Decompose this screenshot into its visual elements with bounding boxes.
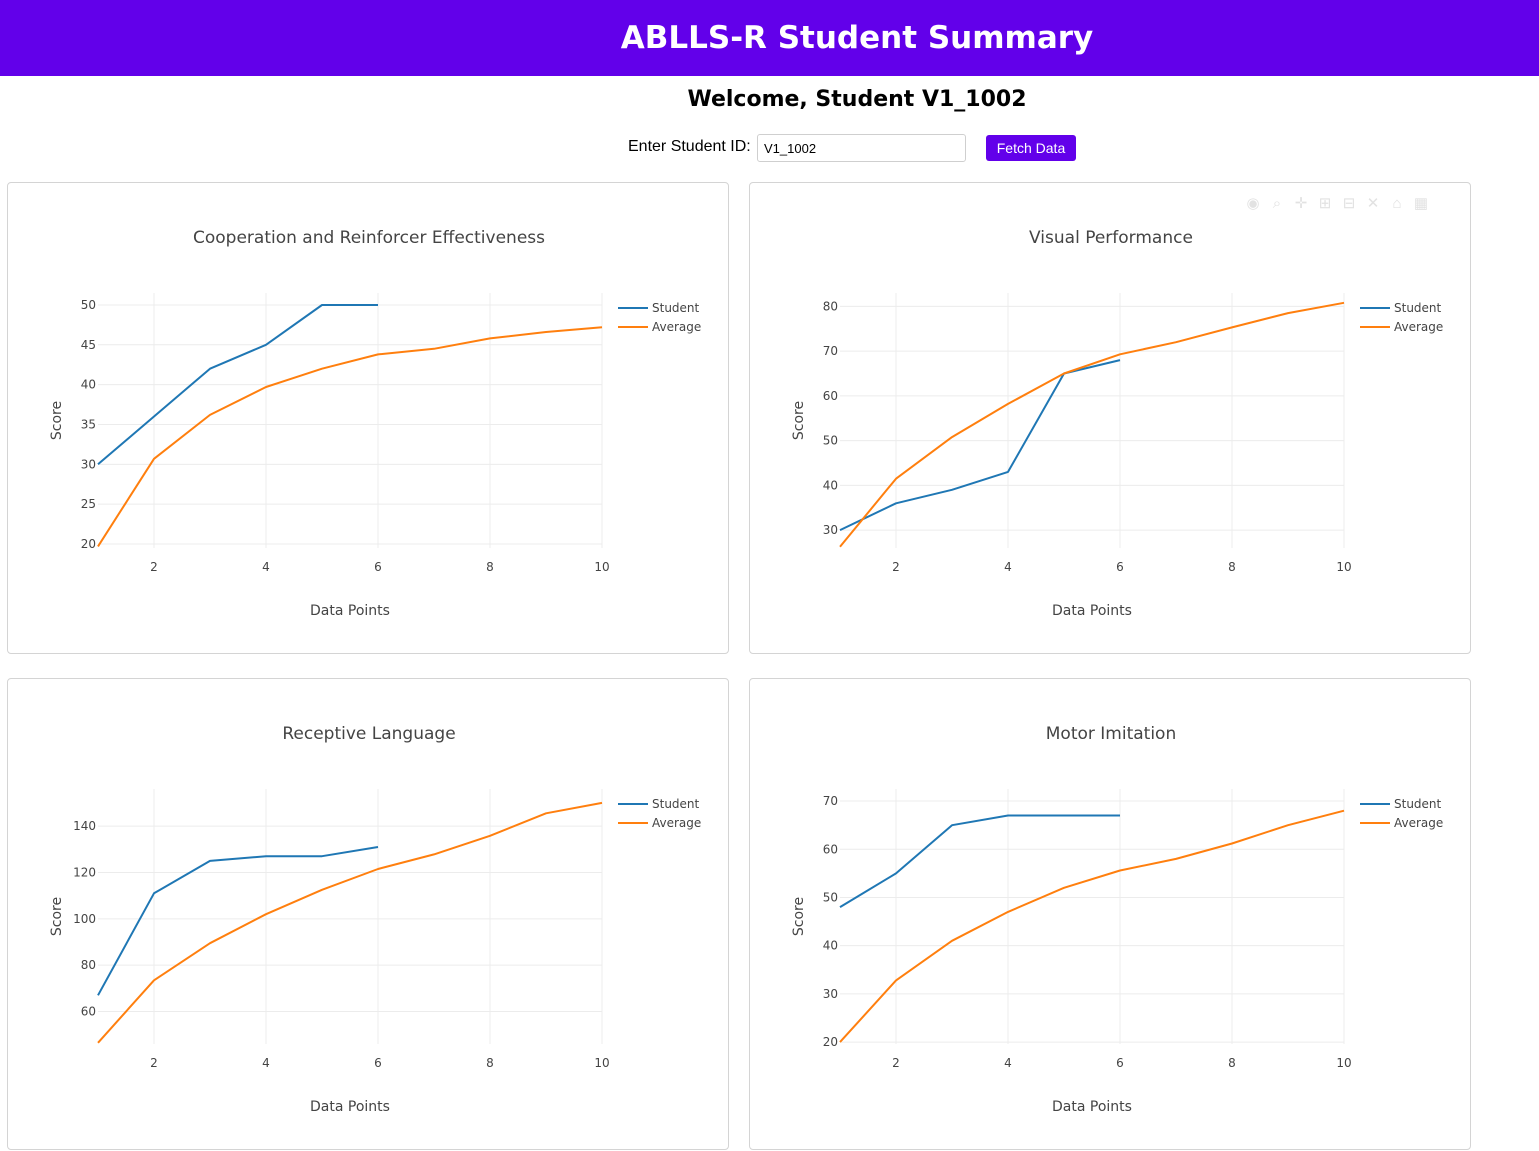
series-line-average[interactable] — [97, 326, 603, 547]
legend-label[interactable]: Student — [1394, 301, 1442, 315]
student-id-input[interactable] — [757, 134, 966, 162]
y-tick-label: 50 — [823, 890, 838, 904]
series-line-average[interactable] — [839, 301, 1345, 548]
x-tick-label: 8 — [486, 560, 494, 574]
x-tick-label: 10 — [594, 1056, 609, 1070]
pan-icon[interactable]: ✛ — [1294, 195, 1308, 212]
y-axis-label: Score — [791, 401, 807, 440]
student-id-form: Enter Student ID: Fetch Data — [0, 134, 1539, 162]
legend-label[interactable]: Student — [1394, 797, 1442, 811]
x-tick-label: 8 — [1228, 1056, 1236, 1070]
x-tick-label: 10 — [1336, 1056, 1351, 1070]
x-tick-label: 10 — [1336, 560, 1351, 574]
zoom-out-icon[interactable]: ⊟ — [1342, 195, 1356, 212]
x-tick-label: 2 — [150, 560, 158, 574]
series-line-student[interactable] — [839, 359, 1121, 532]
x-tick-label: 8 — [1228, 560, 1236, 574]
legend-label[interactable]: Average — [652, 816, 701, 830]
camera-icon[interactable]: ◉ — [1246, 195, 1260, 212]
x-tick-label: 4 — [262, 560, 270, 574]
series-line-student[interactable] — [97, 846, 379, 996]
y-tick-label: 100 — [73, 912, 96, 926]
chart-title: Motor Imitation — [1046, 724, 1176, 744]
y-tick-label: 40 — [823, 478, 838, 492]
welcome-message: Welcome, Student V1_1002 — [687, 87, 1027, 112]
y-axis-label: Score — [791, 897, 807, 936]
y-tick-label: 70 — [823, 794, 838, 808]
chart-panel-cooperation: 2 4 6 8 10 20 25 30 35 40 45 50 Cooperation and Rein… — [7, 182, 729, 654]
chart-receptive-language[interactable]: 2 4 6 8 10 60 80 100 120 140 Receptive Language Dat… — [8, 679, 730, 1151]
x-axis-label: Data Points — [1052, 1099, 1132, 1115]
reset-axes-icon[interactable]: ⌂ — [1392, 195, 1402, 212]
chart-motor-imitation[interactable]: 2 4 6 8 10 20 30 40 50 60 70 Motor Imitation Data Po… — [750, 679, 1472, 1151]
x-tick-label: 2 — [150, 1056, 158, 1070]
y-tick-label: 60 — [823, 389, 838, 403]
chart-modebar: ◉ ⌕ ✛ ⊞ ⊟ ✕ ⌂ ▦ — [1245, 195, 1437, 215]
autoscale-icon[interactable]: ✕ — [1366, 195, 1380, 212]
x-tick-label: 2 — [892, 560, 900, 574]
x-tick-label: 10 — [594, 560, 609, 574]
y-tick-label: 140 — [73, 819, 96, 833]
x-axis-label: Data Points — [1052, 603, 1132, 619]
y-tick-label: 20 — [823, 1035, 838, 1049]
y-tick-label: 30 — [823, 523, 838, 537]
x-tick-label: 6 — [374, 560, 382, 574]
y-tick-label: 40 — [823, 939, 838, 953]
series-line-average[interactable] — [839, 809, 1345, 1043]
x-axis-label: Data Points — [310, 1099, 390, 1115]
y-tick-label: 25 — [81, 497, 96, 511]
legend-label[interactable]: Average — [1394, 816, 1443, 830]
y-axis-label: Score — [49, 897, 65, 936]
y-tick-label: 120 — [73, 865, 96, 879]
x-tick-label: 6 — [1116, 1056, 1124, 1070]
x-tick-label: 4 — [262, 1056, 270, 1070]
legend-label[interactable]: Average — [652, 320, 701, 334]
y-tick-label: 20 — [81, 537, 96, 551]
y-tick-label: 45 — [81, 338, 96, 352]
chart-panel-visual-performance: 2 4 6 8 10 30 40 50 60 70 80 Visual Performance Data… — [749, 182, 1471, 654]
chart-title: Visual Performance — [1029, 228, 1193, 248]
x-tick-label: 4 — [1004, 1056, 1012, 1070]
x-tick-label: 4 — [1004, 560, 1012, 574]
x-tick-label: 2 — [892, 1056, 900, 1070]
y-tick-label: 80 — [81, 958, 96, 972]
app-header: ABLLS-R Student Summary — [0, 0, 1539, 76]
chart-panel-receptive-language: 2 4 6 8 10 60 80 100 120 140 Receptive Language Dat… — [7, 678, 729, 1150]
legend-label[interactable]: Student — [652, 797, 700, 811]
y-tick-label: 30 — [823, 987, 838, 1001]
x-tick-label: 8 — [486, 1056, 494, 1070]
plotly-logo-icon[interactable]: ▦ — [1413, 195, 1429, 212]
x-axis-label: Data Points — [310, 603, 390, 619]
series-line-average[interactable] — [97, 801, 603, 1044]
series-line-student[interactable] — [97, 304, 378, 466]
zoom-icon[interactable]: ⌕ — [1272, 195, 1282, 212]
chart-title: Receptive Language — [282, 724, 455, 744]
chart-panel-motor-imitation: 2 4 6 8 10 20 30 40 50 60 70 Motor Imitation Data Po… — [749, 678, 1471, 1150]
series-line-student[interactable] — [839, 814, 1120, 908]
y-tick-label: 80 — [823, 299, 838, 313]
zoom-in-icon[interactable]: ⊞ — [1318, 195, 1332, 212]
chart-title: Cooperation and Reinforcer Effectiveness — [193, 228, 545, 248]
y-tick-label: 60 — [823, 842, 838, 856]
y-tick-label: 40 — [81, 378, 96, 392]
y-tick-label: 30 — [81, 457, 96, 471]
page-title: ABLLS-R Student Summary — [620, 20, 1094, 56]
chart-visual-performance[interactable]: 2 4 6 8 10 30 40 50 60 70 80 Visual Performance Data… — [750, 183, 1472, 655]
y-tick-label: 50 — [823, 434, 838, 448]
student-id-label: Enter Student ID: — [628, 138, 751, 155]
x-tick-label: 6 — [1116, 560, 1124, 574]
y-tick-label: 50 — [81, 298, 96, 312]
fetch-data-button[interactable]: Fetch Data — [986, 135, 1076, 161]
y-axis-label: Score — [49, 401, 65, 440]
y-tick-label: 70 — [823, 344, 838, 358]
x-tick-label: 6 — [374, 1056, 382, 1070]
y-tick-label: 35 — [81, 417, 96, 431]
y-tick-label: 60 — [81, 1005, 96, 1019]
legend-label[interactable]: Average — [1394, 320, 1443, 334]
chart-cooperation[interactable]: 2 4 6 8 10 20 25 30 35 40 45 50 Cooperation and Rein… — [8, 183, 730, 655]
legend-label[interactable]: Student — [652, 301, 700, 315]
